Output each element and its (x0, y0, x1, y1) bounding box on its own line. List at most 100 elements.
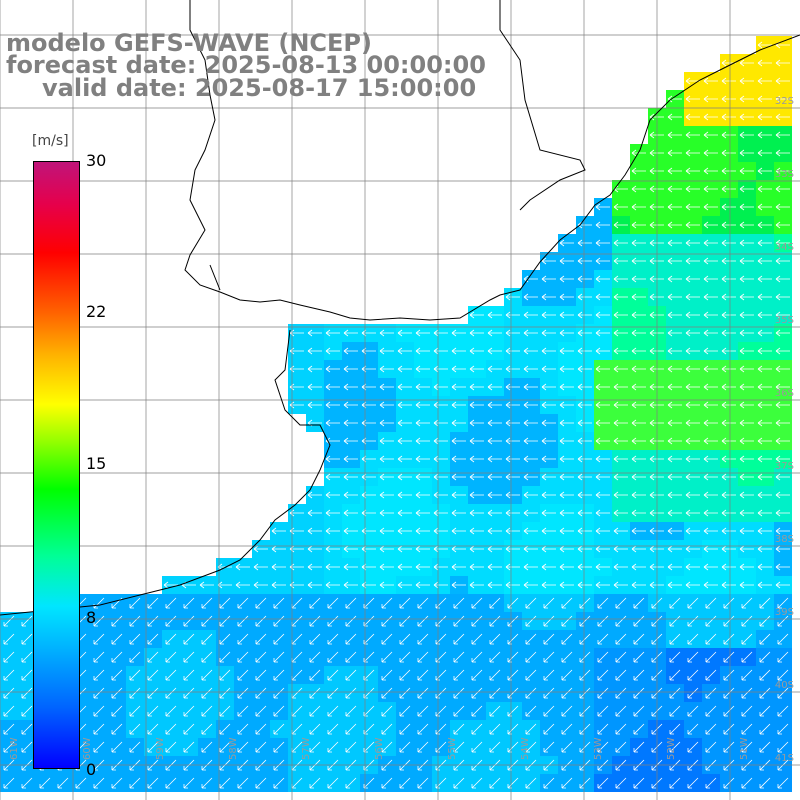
wind-arrow (255, 705, 267, 717)
wind-arrow (633, 777, 645, 789)
wind-arrow (739, 185, 754, 193)
wind-arrow (775, 527, 790, 535)
wind-arrow (93, 651, 105, 663)
wind-arrow (703, 185, 718, 193)
wind-arrow (631, 545, 646, 553)
wind-arrow (21, 741, 33, 753)
wind-arrow (739, 455, 754, 463)
wind-arrow (343, 545, 358, 553)
wind-arrow (327, 687, 339, 699)
wind-arrow (613, 563, 628, 571)
wind-arrow (669, 723, 681, 735)
wind-arrow (541, 581, 556, 589)
wind-arrow (561, 705, 573, 717)
wind-arrow (577, 563, 592, 571)
wind-arrow (759, 777, 771, 789)
wind-arrow (525, 741, 537, 753)
wind-arrow (775, 293, 790, 301)
wind-arrow (595, 581, 610, 589)
wind-arrow (309, 669, 321, 681)
wind-arrow (345, 633, 357, 645)
wind-arrow (703, 473, 718, 481)
wind-arrow (577, 527, 592, 535)
wind-arrow (201, 669, 213, 681)
wind-arrow (453, 597, 465, 609)
wind-arrow (741, 777, 753, 789)
wind-arrow (723, 741, 735, 753)
wind-arrow (613, 275, 628, 283)
wind-arrow (505, 329, 520, 337)
wind-arrow (505, 509, 520, 517)
wind-arrow (397, 383, 412, 391)
wind-arrow (577, 455, 592, 463)
wind-arrow (325, 509, 340, 517)
wind-arrow (147, 669, 159, 681)
wind-arrow (631, 581, 646, 589)
wind-arrow (595, 491, 610, 499)
wind-arrow (255, 687, 267, 699)
wind-arrow (505, 347, 520, 355)
wind-arrow (741, 597, 753, 609)
wind-arrow (613, 203, 628, 211)
wind-arrow (469, 563, 484, 571)
wind-arrow (597, 723, 609, 735)
wind-arrow (595, 527, 610, 535)
wind-arrow (775, 77, 790, 85)
wind-arrow (559, 419, 574, 427)
wind-arrow (523, 563, 538, 571)
wind-arrow (741, 723, 753, 735)
wind-arrow (595, 293, 610, 301)
wind-arrow (685, 311, 700, 319)
wind-arrow (561, 687, 573, 699)
wind-arrow (775, 401, 790, 409)
wind-arrow (505, 437, 520, 445)
wind-arrow (523, 275, 538, 283)
wind-arrow (111, 615, 123, 627)
wind-arrow (667, 401, 682, 409)
wind-arrow (309, 777, 321, 789)
wind-arrow (597, 705, 609, 717)
wind-arrow (165, 615, 177, 627)
lon-label: 60W (82, 737, 93, 760)
wind-arrow (759, 705, 771, 717)
wind-arrow (343, 365, 358, 373)
wind-arrow (273, 633, 285, 645)
wind-arrow (325, 563, 340, 571)
wind-arrow (469, 401, 484, 409)
wind-arrow (165, 669, 177, 681)
wind-arrow (433, 581, 448, 589)
wind-arrow (559, 365, 574, 373)
wind-arrow (487, 509, 502, 517)
wind-arrow (237, 597, 249, 609)
wind-arrow (759, 687, 771, 699)
wind-arrow (469, 455, 484, 463)
wind-arrow (667, 239, 682, 247)
wind-arrow (165, 687, 177, 699)
wind-arrow (739, 509, 754, 517)
wind-arrow (685, 509, 700, 517)
wind-arrow (523, 437, 538, 445)
wind-arrow (705, 687, 717, 699)
wind-arrow (525, 633, 537, 645)
wind-arrow (327, 615, 339, 627)
wind-arrow (129, 669, 141, 681)
wind-arrow (721, 437, 736, 445)
wind-arrow (613, 365, 628, 373)
wind-arrow (487, 347, 502, 355)
wind-arrow (633, 741, 645, 753)
wind-arrow (633, 687, 645, 699)
wind-arrow (523, 419, 538, 427)
wind-arrow (685, 275, 700, 283)
wind-arrow (703, 329, 718, 337)
wind-arrow (271, 581, 286, 589)
wind-arrow (685, 347, 700, 355)
wind-arrow (595, 419, 610, 427)
wind-arrow (111, 669, 123, 681)
wind-arrow (397, 491, 412, 499)
wind-arrow (327, 741, 339, 753)
wind-arrow (669, 687, 681, 699)
wind-arrow (703, 167, 718, 175)
wind-arrow (723, 777, 735, 789)
wind-arrow (559, 437, 574, 445)
wind-arrow (541, 311, 556, 319)
